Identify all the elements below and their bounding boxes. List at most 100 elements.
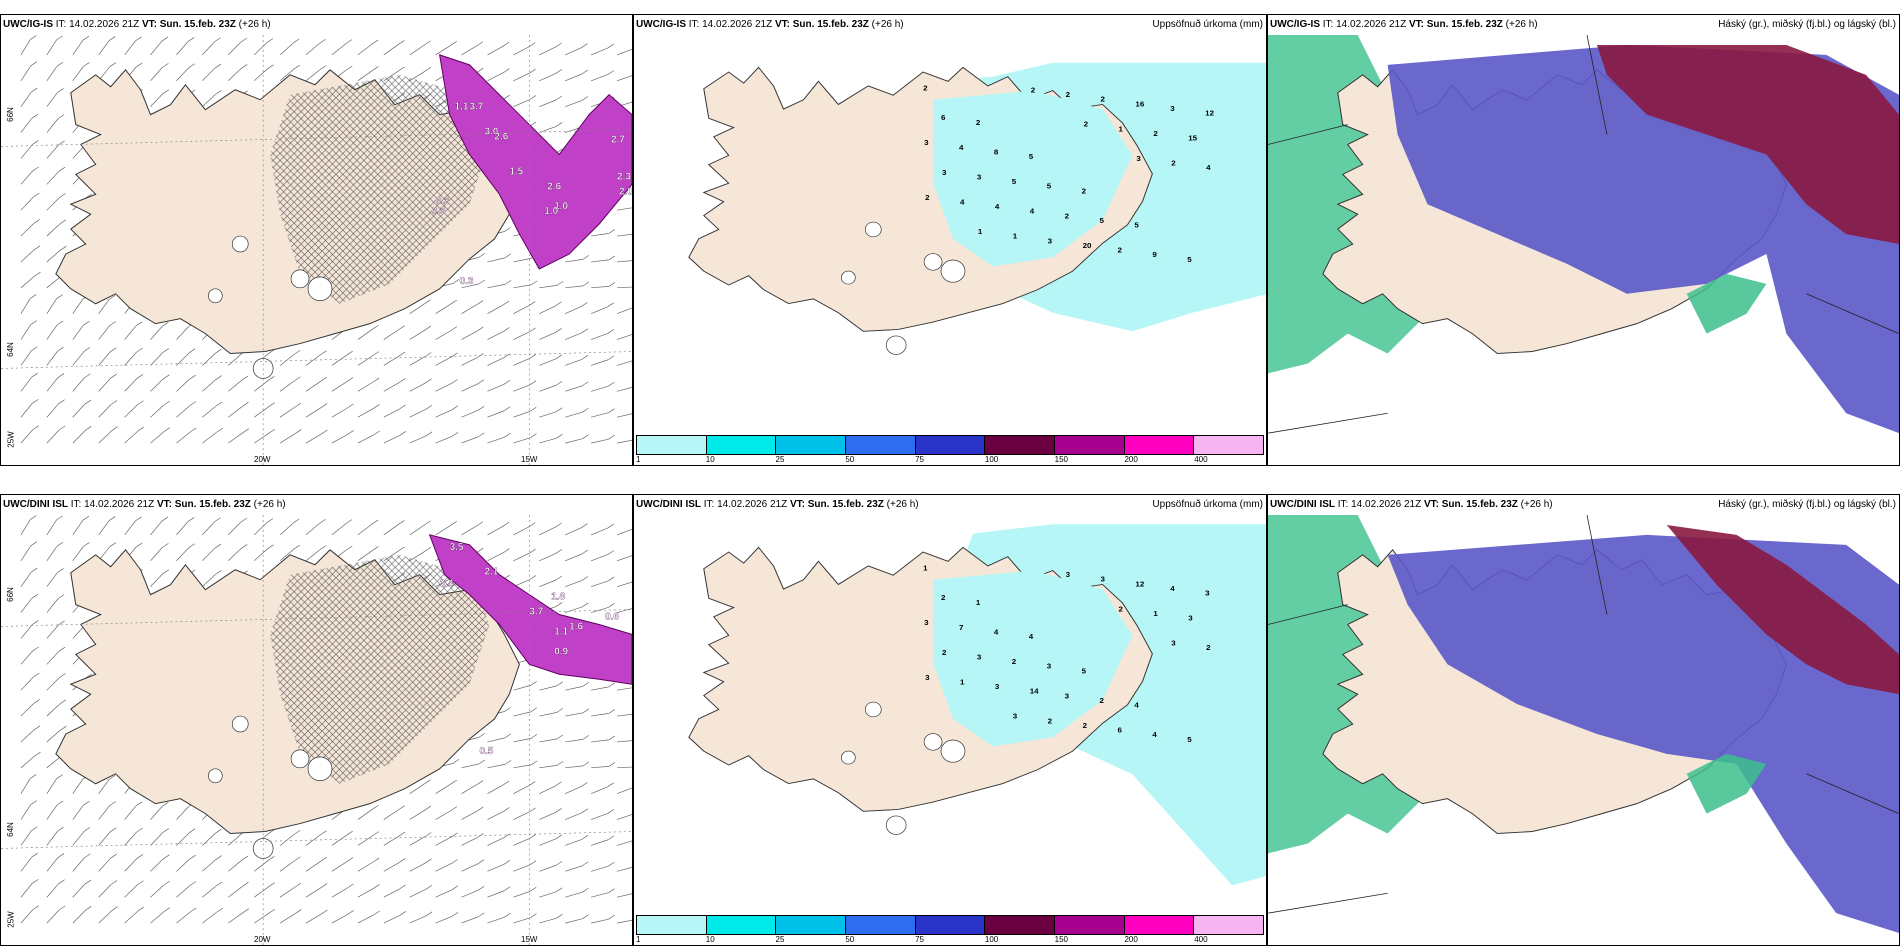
wind-barb [150,325,163,340]
wind-barb [383,408,400,418]
wind-barb-flag [529,807,536,813]
precip-value: 3 [1170,104,1174,113]
precip-map: 2 2 5 2 5 5 6 8 5 5 9 12 4 5 2 2 3 3 3 4 20 16 15 3 4 3 2 2 4 4 1 2 1 2 2 1… [634,35,1266,435]
wind-barb-flag [163,854,170,860]
wind-barb-flag [135,516,142,522]
wind-barb [435,863,452,872]
precip-value: 2 [923,84,927,93]
wind-barb-flag [188,517,195,522]
wind-barb [383,355,400,366]
wind-barb-flag [58,425,66,431]
wind-barb-flag [372,324,379,330]
wind-barb-flag [163,880,170,886]
precip-colorbar [636,435,1264,455]
colorbar-swatch [1055,916,1125,934]
wind-barb-flag [529,860,537,866]
glacier-lake [840,750,856,765]
wind-barb-flag [109,542,116,547]
wind-barb-flag [478,733,486,738]
wind-barb [331,887,348,898]
precip-value: 5 [1012,177,1017,186]
wind-barb [150,805,163,820]
wind-barb-flag [555,549,562,554]
glacier-lake [290,749,310,769]
valid-time: VT: Sun. 15.feb. 23Z [1423,499,1518,510]
wind-barb-flag [371,519,379,525]
wind-barb-flag [556,887,563,893]
wind-barb [409,382,426,392]
wind-barb-flag [372,857,380,863]
wind-barb-flag [110,827,117,833]
wind-barb-flag [83,827,91,832]
wind-barb-flag [346,350,353,356]
wind-barb-flag [268,882,275,887]
wind-barb [98,377,111,392]
wind-barb [20,883,33,898]
wind-barb [461,409,479,418]
wind-barb [46,883,59,898]
wind-barb [591,385,609,392]
wind-barb-flag [83,347,91,352]
precip-value-label: 2.6 [547,181,561,192]
colorbar-swatch [985,916,1056,934]
wind-barb [46,545,58,561]
wind-barb [202,67,216,82]
wind-barb [435,836,452,846]
wind-barb-flag [294,882,302,888]
wind-barb [46,170,60,185]
wind-barb-flag [582,708,590,714]
wind-barb [616,608,632,613]
wind-barb [409,809,426,820]
wind-barb-flag [58,166,66,172]
panel-header: UWC/DINI ISL IT: 14.02.2026 21Z VT: Sun.… [634,495,1266,515]
wind-barb-flag [31,826,38,832]
wind-barb-flag [135,801,143,807]
wind-barb [72,324,84,340]
wind-barb [616,307,632,315]
init-time: IT: 14.02.2026 21Z [1322,19,1407,30]
wind-barb [279,913,296,924]
precip-value: 1 [960,678,965,687]
panel-title: Háský (gr.), miðský (fj.bl.) og lágský (… [1718,499,1896,510]
precip-value: 4 [1206,163,1211,172]
wind-barb-flag [582,434,589,439]
precip-value: 9 [1152,250,1156,259]
wind-barb-flag [85,193,92,199]
wind-barb [20,429,34,444]
wind-barb-flag [59,699,67,705]
wind-barb [539,411,557,418]
wind-barb-flag [477,547,484,553]
wind-barb [616,814,632,820]
wind-barb [616,787,632,795]
wind-barb-flag [477,859,485,865]
wind-barb-flag [266,518,274,523]
wind-barb-flag [556,281,564,286]
colorbar-label: 1 [636,935,641,944]
valid-time: VT: Sun. 15.feb. 23Z [1408,19,1503,30]
wind-barb [513,357,530,366]
wind-barb-flag [555,834,563,840]
wind-barb [305,69,321,82]
wind-barb [435,783,451,794]
precip-value: 4 [960,198,965,207]
wind-barb-flag [608,762,616,767]
wind-barb [20,65,32,81]
wind-barb [279,860,295,872]
wind-barb-flag [607,43,614,49]
wind-barb [539,712,557,717]
panel-header: UWC/DINI ISL IT: 14.02.2026 21Z VT: Sun.… [1,495,632,515]
wind-barb [487,525,504,536]
precip-value-label: 2.7 [611,135,625,146]
wind-barb [124,910,139,924]
glacier-lake [864,221,882,238]
wind-barb [513,258,532,263]
wind-barb [279,522,294,536]
precip-value: 2 [1118,605,1122,614]
wind-barb-flag [398,520,405,525]
wind-barb [202,885,217,898]
graticule-line [1806,773,1899,814]
wind-barb [357,381,374,392]
wind-barb-flag [57,826,64,832]
wind-barb-flag [295,429,302,434]
wind-barb-flag [372,377,380,383]
